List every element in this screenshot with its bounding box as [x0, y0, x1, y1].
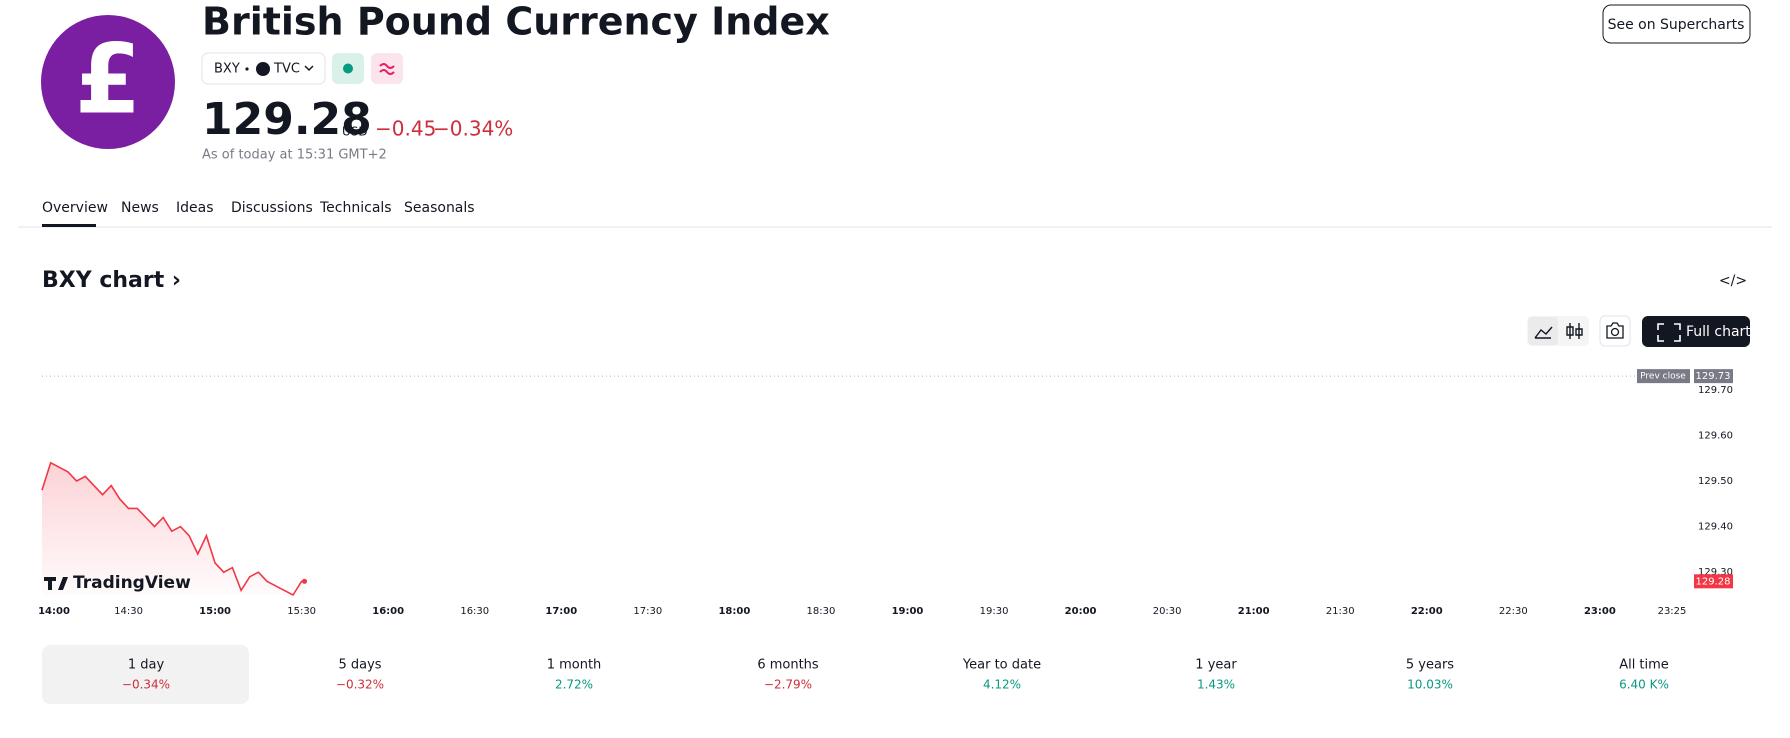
last-point	[302, 578, 308, 584]
area	[42, 462, 305, 595]
tab[interactable]: Overview	[42, 200, 108, 216]
camera-icon	[1606, 322, 1624, 339]
tab[interactable]: Ideas	[176, 200, 214, 216]
x-tick-label: 21:30	[1326, 606, 1355, 617]
last-price-value: 129.28	[1696, 576, 1731, 587]
x-tick-label: 23:25	[1658, 606, 1687, 617]
period-change: 6.40 K%	[1619, 678, 1669, 692]
y-tick-label: 129.50	[1698, 476, 1733, 487]
y-tick-label: 129.60	[1698, 430, 1733, 441]
x-tick-label: 21:00	[1238, 606, 1270, 617]
watermark-logo	[44, 577, 68, 590]
x-tick-label: 15:30	[287, 606, 316, 617]
y-tick-label: 129.70	[1698, 385, 1733, 396]
supercharts-button[interactable]	[1602, 4, 1751, 44]
symbol: BXY	[214, 62, 240, 77]
last-price-tag	[1694, 574, 1733, 589]
period-change: 2.72%	[555, 678, 593, 692]
snapshot-button[interactable]	[1599, 315, 1631, 347]
watermark: TradingView	[73, 573, 191, 593]
fullscreen-icon	[1657, 323, 1681, 342]
x-tick-label: 19:30	[980, 606, 1009, 617]
full-chart-button[interactable]	[1642, 316, 1750, 347]
x-tick-label: 20:30	[1153, 606, 1182, 617]
x-tick-label: 14:30	[114, 606, 143, 617]
logo	[41, 15, 175, 149]
prev-close-label: Prev close	[1640, 372, 1686, 382]
full-chart-label: Full chart	[1686, 324, 1751, 340]
exchange-icon	[256, 62, 270, 76]
x-tick-label: 15:00	[199, 606, 231, 617]
y-tick-label: 129.40	[1698, 522, 1733, 533]
x-tick-label: 22:30	[1499, 606, 1528, 617]
period-change: 1.43%	[1197, 678, 1235, 692]
change: −0.45	[375, 117, 436, 141]
x-tick-label: 22:00	[1411, 606, 1443, 617]
prev-close-tag	[1694, 369, 1733, 384]
as-of: As of today at 15:31 GMT+2	[202, 148, 387, 163]
embed-icon[interactable]: </>	[1719, 273, 1747, 289]
chevron	[304, 65, 314, 72]
logo-symbol: £	[75, 23, 142, 135]
tab[interactable]: Discussions	[231, 200, 313, 216]
tab[interactable]: Technicals	[319, 200, 392, 216]
period-label[interactable]: 1 day	[128, 658, 165, 673]
supercharts-label: See on Supercharts	[1608, 17, 1745, 33]
exchange: TVC	[273, 62, 300, 77]
period-change: 4.12%	[983, 678, 1021, 692]
period-label[interactable]: 1 year	[1195, 658, 1237, 673]
area-icon	[1534, 326, 1553, 339]
currency: USD	[342, 125, 368, 139]
prev-close-box	[1637, 369, 1690, 384]
x-tick-label: 18:30	[807, 606, 836, 617]
delayed-badge[interactable]	[371, 53, 403, 84]
x-tick-label: 23:00	[1584, 606, 1616, 617]
period-change: −0.32%	[336, 678, 384, 692]
title: British Pound Currency Index	[202, 0, 830, 44]
status-dot	[343, 63, 353, 74]
candle-icon	[1566, 323, 1583, 339]
camera-lens	[1610, 327, 1620, 337]
price: 129.28	[202, 94, 372, 145]
tab[interactable]: News	[121, 200, 159, 216]
period-label[interactable]: 5 days	[338, 658, 381, 673]
tab[interactable]: Seasonals	[404, 200, 475, 216]
x-tick-label: 17:00	[545, 606, 577, 617]
period-change: 10.03%	[1407, 678, 1453, 692]
period-label[interactable]: All time	[1619, 658, 1669, 673]
y-tick-label: 129.30	[1698, 567, 1733, 578]
selected-period	[42, 645, 249, 704]
period-label[interactable]: Year to date	[962, 658, 1041, 673]
chart-heading[interactable]: BXY chart ›	[42, 268, 181, 293]
x-tick-label: 16:30	[460, 606, 489, 617]
x-tick-label: 18:00	[718, 606, 750, 617]
separator-dot	[245, 67, 249, 71]
x-tick-label: 20:00	[1065, 606, 1097, 617]
period-label[interactable]: 1 month	[547, 658, 602, 673]
delayed-icon	[379, 63, 395, 75]
period-label[interactable]: 6 months	[757, 658, 819, 673]
prev-close-value: 129.73	[1696, 371, 1731, 382]
period-label[interactable]: 5 years	[1406, 658, 1454, 673]
x-tick-label: 14:00	[38, 606, 70, 617]
price-line	[41, 461, 305, 597]
x-tick-label: 19:00	[892, 606, 924, 617]
change-percent: −0.34%	[433, 117, 513, 141]
x-tick-label: 17:30	[633, 606, 662, 617]
period-change: −0.34%	[122, 678, 170, 692]
period-change: −2.79%	[764, 678, 812, 692]
tab-underline	[42, 224, 96, 227]
x-tick-label: 16:00	[372, 606, 404, 617]
